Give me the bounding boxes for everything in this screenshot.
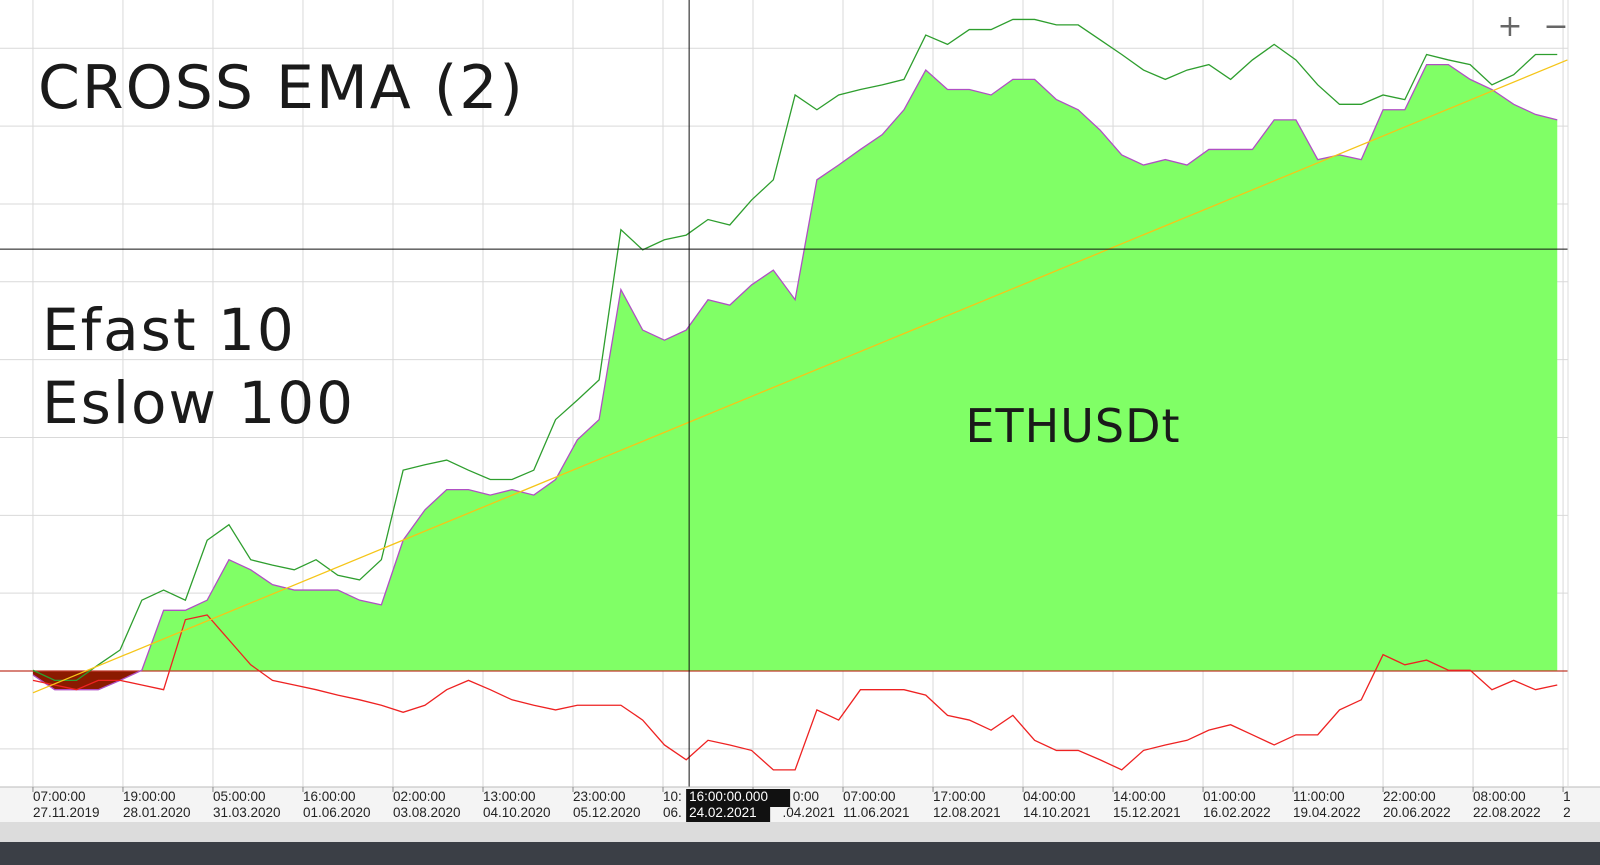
x-tick-time: 1 (1563, 789, 1571, 804)
trend-line (32, 59, 1568, 694)
series-line (32, 18, 1558, 682)
x-tick-date: 15.12.2021 (1113, 805, 1181, 820)
x-tick-date: 12.08.2021 (933, 805, 1001, 820)
x-tick-time: 17:00:00 (933, 789, 986, 804)
x-tick-date: 04.10.2020 (483, 805, 551, 820)
equity-area (140, 64, 1558, 672)
x-tick-time: 22:00:00 (1383, 789, 1436, 804)
zoom-in-button[interactable]: + (1497, 9, 1522, 44)
x-tick-time: 19:00:00 (123, 789, 176, 804)
x-tick-time: 02:00:00 (393, 789, 446, 804)
zoom-out-button[interactable]: − (1543, 9, 1568, 44)
scroll-bar (0, 822, 1600, 842)
x-tick-time: 13:00:00 (483, 789, 536, 804)
status-bar (0, 842, 1600, 865)
x-tick-date: 06. (663, 805, 682, 820)
x-tick-date: 31.03.2020 (213, 805, 281, 820)
x-tick-date: 05.12.2020 (573, 805, 641, 820)
x-tick-time: 04:00:00 (1023, 789, 1076, 804)
x-tick-date: 14.10.2021 (1023, 805, 1091, 820)
x-tick-time: 14:00:00 (1113, 789, 1166, 804)
crosshair-time: 16:00:00.000 (689, 789, 768, 804)
x-tick-date: .04.2021 (782, 805, 835, 820)
x-tick-date: 27.11.2019 (33, 805, 100, 820)
annotation: Eslow 100 (42, 369, 355, 437)
x-axis-strip (0, 787, 1600, 822)
x-tick-date: 20.06.2022 (1383, 805, 1451, 820)
x-tick-date: 01.06.2020 (303, 805, 371, 820)
x-tick-time: 01:00:00 (1203, 789, 1256, 804)
symbol-label: ETHUSDt (965, 399, 1180, 453)
x-tick-time: 16:00:00 (303, 789, 356, 804)
series-line (32, 614, 1558, 771)
x-tick-date: 11.06.2021 (843, 805, 910, 820)
x-tick-date: 19.04.2022 (1293, 805, 1361, 820)
x-tick-date: 16.02.2022 (1203, 805, 1271, 820)
x-tick-date: 22.08.2022 (1473, 805, 1541, 820)
x-tick-date: 03.08.2020 (393, 805, 461, 820)
x-tick-time: 10: (663, 789, 682, 804)
crosshair-date: 24.02.2021 (689, 805, 757, 820)
x-tick-time: 11:00:00 (1293, 789, 1345, 804)
chart-title: CROSS EMA (2) (38, 53, 525, 123)
x-tick-time: 23:00:00 (573, 789, 626, 804)
x-tick-time: 08:00:00 (1473, 789, 1526, 804)
x-tick-time: 05:00:00 (213, 789, 266, 804)
x-tick-date: 2 (1563, 805, 1571, 820)
x-tick-date: 28.01.2020 (123, 805, 191, 820)
x-tick-time: 07:00:00 (843, 789, 896, 804)
x-tick-time: 0:00 (793, 789, 819, 804)
crosshair-label-box (686, 807, 771, 823)
annotation: Efast 10 (42, 296, 296, 364)
crosshair-label-box (686, 789, 791, 807)
x-tick-time: 07:00:00 (33, 789, 86, 804)
